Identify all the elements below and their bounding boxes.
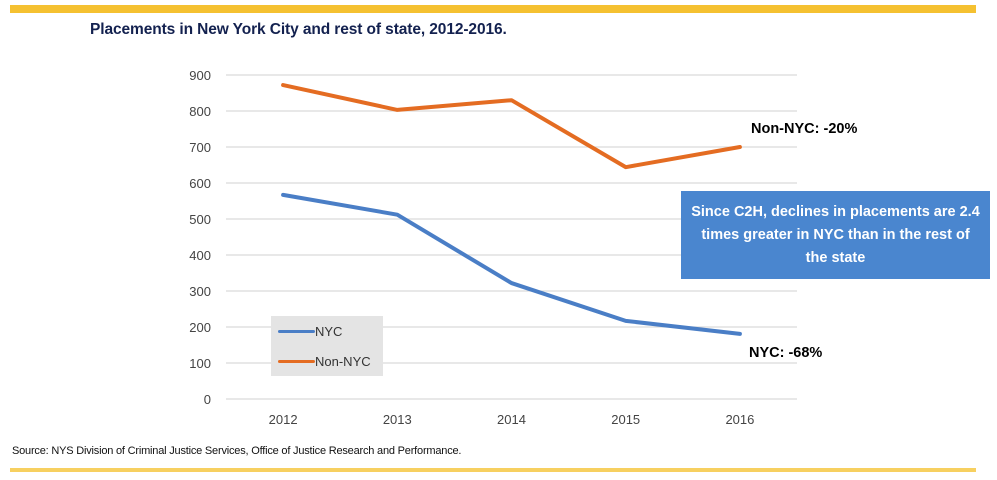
end-label-non-nyc: Non-NYC: -20%: [751, 121, 857, 137]
y-tick-label: 800: [189, 104, 211, 119]
legend-item-non-nyc: Non-NYC: [278, 352, 371, 370]
end-label-nyc: NYC: -68%: [749, 345, 822, 361]
x-tick-label: 2013: [383, 412, 412, 427]
y-tick-label: 100: [189, 356, 211, 371]
x-axis-ticks: 2012 2013 2014 2015 2016: [269, 412, 755, 427]
x-tick-label: 2012: [269, 412, 298, 427]
y-tick-label: 200: [189, 320, 211, 335]
end-labels: NYC: -68% Non-NYC: -20%: [749, 121, 857, 361]
series-lines: [281, 83, 742, 336]
x-tick-label: 2014: [497, 412, 526, 427]
top-accent-rule: [10, 5, 976, 13]
y-tick-label: 0: [204, 392, 211, 407]
y-tick-label: 300: [189, 284, 211, 299]
legend-swatch-non-nyc: [278, 359, 315, 363]
chart-title: Placements in New York City and rest of …: [90, 21, 507, 38]
legend-item-nyc: NYC: [278, 322, 342, 340]
series-line-non-nyc: [281, 83, 742, 170]
y-tick-label: 600: [189, 176, 211, 191]
y-tick-label: 500: [189, 212, 211, 227]
x-tick-label: 2016: [725, 412, 754, 427]
bottom-accent-rule: [10, 468, 976, 472]
series-line-nyc: [281, 192, 742, 336]
callout-box: Since C2H, declines in placements are 2.…: [681, 191, 990, 279]
y-tick-label: 400: [189, 248, 211, 263]
legend-swatch-nyc: [278, 329, 315, 333]
y-tick-label: 900: [189, 68, 211, 83]
legend: NYC Non-NYC: [271, 316, 383, 376]
y-tick-label: 700: [189, 140, 211, 155]
source-note: Source: NYS Division of Criminal Justice…: [12, 445, 462, 457]
gridlines: [226, 74, 797, 400]
x-tick-label: 2015: [611, 412, 640, 427]
legend-label-nyc: NYC: [315, 323, 343, 339]
legend-label-non-nyc: Non-NYC: [315, 353, 371, 369]
y-axis-ticks: 0 100 200 300 400 500 600 700 800 900: [189, 68, 211, 407]
